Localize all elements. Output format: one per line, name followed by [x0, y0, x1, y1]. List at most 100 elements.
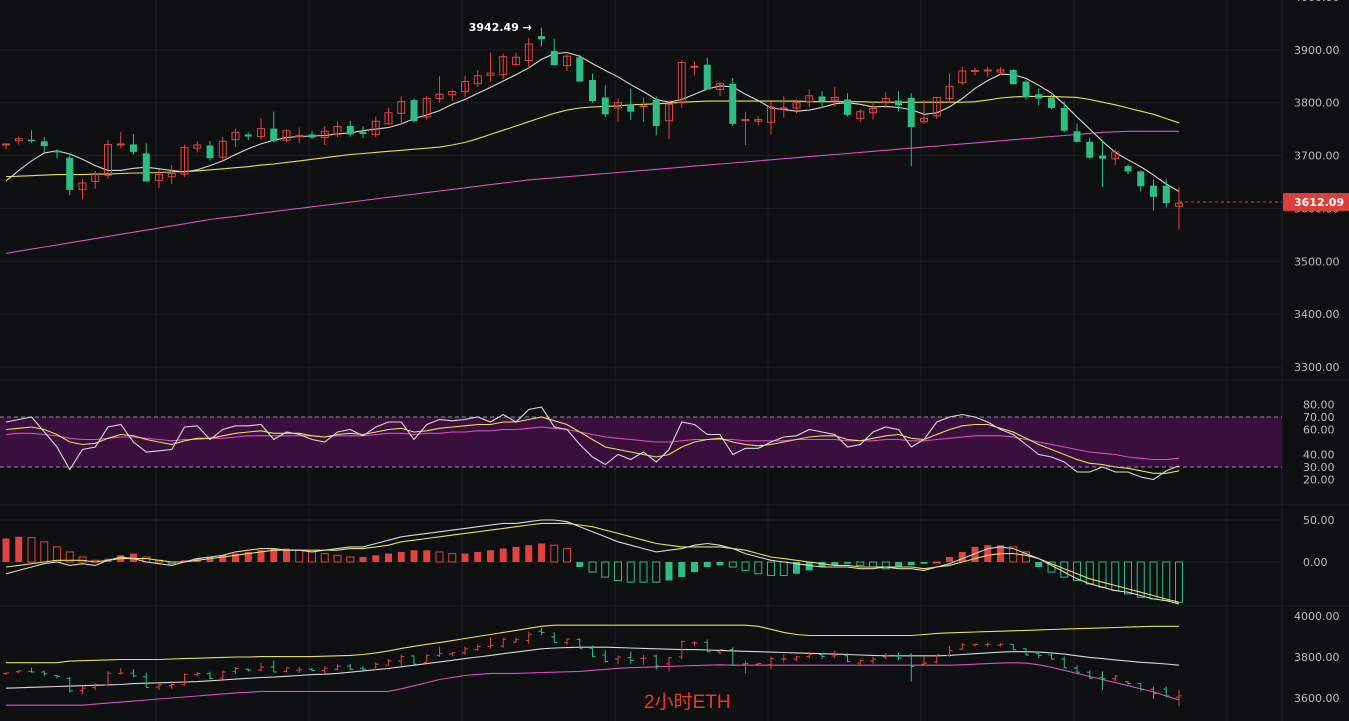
macd-histogram-bar[interactable]: [346, 556, 355, 563]
macd-histogram-bar[interactable]: [397, 551, 405, 562]
candle-body[interactable]: [2, 143, 10, 146]
candle-body[interactable]: [14, 138, 23, 142]
macd-histogram-bar[interactable]: [895, 562, 902, 568]
candle-body[interactable]: [53, 150, 61, 153]
candle-body[interactable]: [869, 108, 877, 114]
macd-histogram-bar[interactable]: [487, 550, 494, 562]
candle-body[interactable]: [601, 97, 609, 115]
candle-body[interactable]: [856, 111, 865, 120]
macd-histogram-bar[interactable]: [538, 543, 545, 562]
candle-body[interactable]: [538, 36, 545, 40]
macd-histogram-bar[interactable]: [728, 561, 737, 568]
macd-histogram-bar[interactable]: [1085, 561, 1094, 585]
candle-body[interactable]: [473, 75, 482, 85]
candle-body[interactable]: [1009, 69, 1017, 85]
macd-histogram-bar[interactable]: [410, 550, 418, 562]
macd-histogram-bar[interactable]: [359, 556, 367, 562]
candle-body[interactable]: [397, 101, 406, 114]
candle-body[interactable]: [257, 128, 265, 138]
macd-histogram-bar[interactable]: [461, 553, 469, 562]
macd-histogram-bar[interactable]: [678, 562, 686, 578]
candle-body[interactable]: [576, 57, 584, 82]
macd-histogram-bar[interactable]: [665, 562, 673, 581]
candle-body[interactable]: [754, 119, 763, 122]
macd-histogram-bar[interactable]: [295, 549, 304, 563]
macd-histogram-bar[interactable]: [372, 555, 380, 562]
candle-body[interactable]: [792, 102, 801, 109]
candle-body[interactable]: [677, 62, 686, 104]
macd-histogram-bar[interactable]: [525, 545, 533, 562]
candle-body[interactable]: [180, 147, 189, 175]
candle-body[interactable]: [1048, 97, 1055, 108]
candle-body[interactable]: [830, 96, 839, 101]
macd-histogram-bar[interactable]: [474, 551, 482, 562]
macd-histogram-bar[interactable]: [15, 536, 23, 562]
macd-histogram-bar[interactable]: [920, 562, 928, 564]
macd-histogram-bar[interactable]: [626, 561, 635, 583]
macd-histogram-bar[interactable]: [818, 562, 826, 568]
candle-body[interactable]: [1175, 202, 1183, 207]
candle-body[interactable]: [1035, 94, 1043, 99]
macd-histogram-bar[interactable]: [563, 548, 571, 563]
candle-body[interactable]: [524, 43, 533, 61]
candle-body[interactable]: [703, 64, 711, 90]
candle-body[interactable]: [282, 130, 291, 141]
macd-histogram-bar[interactable]: [805, 562, 813, 571]
rsi-pane[interactable]: [0, 406, 1282, 481]
candle-body[interactable]: [1099, 155, 1106, 159]
candle-body[interactable]: [652, 100, 660, 126]
macd-histogram-bar[interactable]: [27, 537, 36, 563]
macd-histogram-bar[interactable]: [703, 562, 711, 568]
candle-body[interactable]: [28, 139, 35, 142]
candle-body[interactable]: [907, 97, 915, 128]
macd-histogram-bar[interactable]: [869, 561, 877, 568]
candle-body[interactable]: [920, 118, 928, 123]
macd-histogram-bar[interactable]: [1136, 561, 1145, 598]
candle-body[interactable]: [384, 112, 393, 125]
macd-histogram-bar[interactable]: [946, 556, 953, 562]
macd-histogram-bar[interactable]: [219, 555, 227, 562]
candle-body[interactable]: [308, 134, 316, 138]
candle-body[interactable]: [78, 182, 87, 190]
candle-body[interactable]: [346, 125, 354, 135]
candle-body[interactable]: [741, 119, 750, 122]
candle-body[interactable]: [1124, 166, 1132, 172]
candle-body[interactable]: [614, 102, 622, 109]
macd-histogram-bar[interactable]: [232, 553, 239, 562]
macd-histogram-bar[interactable]: [448, 553, 457, 563]
macd-histogram-bar[interactable]: [1149, 561, 1158, 600]
candle-body[interactable]: [996, 69, 1005, 73]
macd-histogram-bar[interactable]: [639, 561, 648, 583]
candle-body[interactable]: [844, 99, 851, 115]
candle-body[interactable]: [1086, 141, 1094, 158]
macd-histogram-bar[interactable]: [881, 561, 890, 570]
candle-body[interactable]: [690, 65, 699, 68]
candle-body[interactable]: [295, 134, 304, 138]
candle-body[interactable]: [435, 93, 444, 99]
candle-body[interactable]: [270, 128, 278, 142]
macd-histogram-bar[interactable]: [716, 562, 724, 566]
candle-body[interactable]: [818, 96, 826, 102]
candle-body[interactable]: [218, 140, 227, 158]
price-pane[interactable]: 3942.49 →: [2, 21, 1283, 254]
macd-histogram-bar[interactable]: [741, 561, 750, 571]
candle-body[interactable]: [1060, 108, 1068, 131]
macd-histogram-bar[interactable]: [754, 561, 763, 575]
candle-body[interactable]: [359, 131, 367, 134]
macd-histogram-bar[interactable]: [601, 561, 610, 578]
candle-body[interactable]: [371, 120, 380, 135]
macd-histogram-bar[interactable]: [1162, 561, 1171, 602]
macd-pane[interactable]: [2, 519, 1183, 605]
macd-histogram-bar[interactable]: [793, 562, 800, 574]
macd-histogram-bar[interactable]: [1073, 561, 1081, 581]
candle-body[interactable]: [767, 106, 775, 123]
candle-body[interactable]: [1150, 185, 1157, 197]
candle-body[interactable]: [193, 144, 202, 149]
macd-histogram-bar[interactable]: [78, 556, 87, 563]
macd-histogram-bar[interactable]: [856, 561, 865, 566]
candle-body[interactable]: [66, 157, 74, 190]
macd-histogram-bar[interactable]: [244, 551, 252, 562]
macd-histogram-bar[interactable]: [1098, 561, 1107, 588]
candle-body[interactable]: [1137, 171, 1145, 187]
